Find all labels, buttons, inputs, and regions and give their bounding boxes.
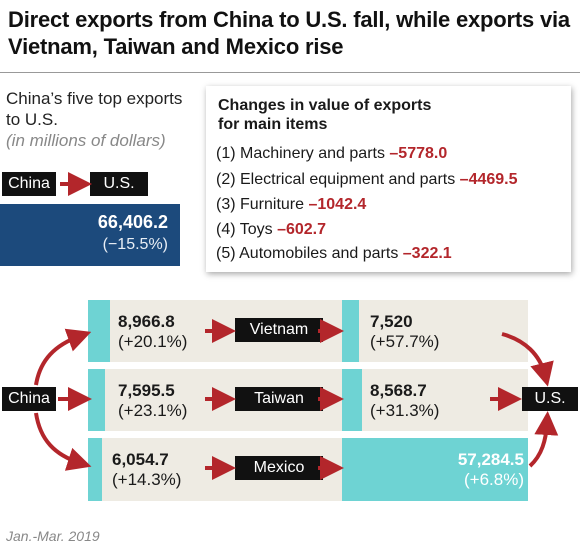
inflow-bar-mexico xyxy=(88,438,102,501)
inflow-bar-taiwan xyxy=(88,369,105,431)
outflow-mexico: 57,284.5 (+6.8%) xyxy=(458,450,524,490)
outflow-value: 57,284.5 xyxy=(457,450,524,469)
china-to-vietnam-arrow xyxy=(34,328,92,386)
inflow-bar-vietnam xyxy=(88,300,110,362)
callout-item: (3) Furniture –1042.4 xyxy=(216,195,366,215)
callout-item: (4) Toys –602.7 xyxy=(216,220,326,240)
callout-item-label: (2) Electrical equipment and parts xyxy=(216,171,460,188)
vietnam-to-us-arrow xyxy=(501,332,554,387)
outflow-bar-vietnam xyxy=(342,300,359,362)
inflow-taiwan: 7,595.5 (+23.1%) xyxy=(118,381,187,421)
outflow-change: (+57.7%) xyxy=(370,332,440,351)
callout-item-value: –602.7 xyxy=(277,221,326,238)
source-tag: China xyxy=(2,387,56,411)
direct-from-tag: China xyxy=(2,172,56,196)
subtitle-text: China’s five top exports to U.S. xyxy=(6,89,183,129)
callout-item: (1) Machinery and parts –5778.0 xyxy=(216,144,447,164)
callout-item-value: –322.1 xyxy=(402,245,452,262)
outflow-vietnam: 7,520 (+57.7%) xyxy=(370,312,439,352)
inflow-mexico: 6,054.7 (+14.3%) xyxy=(112,450,181,490)
changes-callout: Changes in value of exports for main ite… xyxy=(206,86,571,272)
callout-item: (2) Electrical equipment and parts –4469… xyxy=(216,170,518,190)
inflow-value: 8,966.8 xyxy=(118,312,175,331)
inflow-change: (+20.1%) xyxy=(118,332,188,351)
direct-to-tag: U.S. xyxy=(90,172,148,196)
title-divider xyxy=(0,72,580,73)
mexico-to-us-arrow xyxy=(528,411,559,468)
inflow-vietnam: 8,966.8 (+20.1%) xyxy=(118,312,187,352)
inflow-value: 6,054.7 xyxy=(112,450,169,469)
subtitle: China’s five top exports to U.S. (in mil… xyxy=(6,88,196,151)
chart-title: Direct exports from China to U.S. fall, … xyxy=(8,7,570,59)
callout-item-label: (1) Machinery and parts xyxy=(216,145,390,162)
callout-item-label: (5) Automobiles and parts xyxy=(216,245,403,262)
outflow-change: (+6.8%) xyxy=(464,470,524,489)
outflow-value: 8,568.7 xyxy=(370,381,427,400)
period-footnote: Jan.-Mar. 2019 xyxy=(6,528,100,544)
callout-heading-line2: for main items xyxy=(218,116,328,133)
inflow-change: (+23.1%) xyxy=(118,401,188,420)
callout-item-label: (4) Toys xyxy=(216,221,278,238)
outflow-bar-taiwan xyxy=(342,369,362,431)
inflow-value: 7,595.5 xyxy=(118,381,175,400)
subtitle-unit: (in millions of dollars) xyxy=(6,131,166,150)
direct-export-box: 66,406.2 (−15.5%) xyxy=(0,204,180,266)
callout-item-value: –5778.0 xyxy=(389,145,448,162)
callout-heading: Changes in value of exports for main ite… xyxy=(218,96,431,134)
outflow-taiwan: 8,568.7 (+31.3%) xyxy=(370,381,439,421)
callout-item-label: (3) Furniture xyxy=(216,196,309,213)
destination-tag: U.S. xyxy=(522,387,578,411)
callout-item: (5) Automobiles and parts –322.1 xyxy=(216,244,452,264)
callout-item-value: –4469.5 xyxy=(459,171,518,188)
via-tag-vietnam: Vietnam xyxy=(235,318,323,342)
callout-item-value: –1042.4 xyxy=(308,196,367,213)
direct-export-value: 66,406.2 xyxy=(97,212,168,232)
outflow-bar-mexico xyxy=(342,438,528,501)
inflow-change: (+14.3%) xyxy=(112,470,182,489)
callout-heading-line1: Changes in value of exports xyxy=(218,97,432,114)
via-tag-mexico: Mexico xyxy=(235,456,323,480)
via-tag-taiwan: Taiwan xyxy=(235,387,323,411)
outflow-value: 7,520 xyxy=(370,312,413,331)
direct-export-change: (−15.5%) xyxy=(102,236,168,253)
china-to-mexico-arrow xyxy=(34,412,92,471)
outflow-change: (+31.3%) xyxy=(370,401,440,420)
